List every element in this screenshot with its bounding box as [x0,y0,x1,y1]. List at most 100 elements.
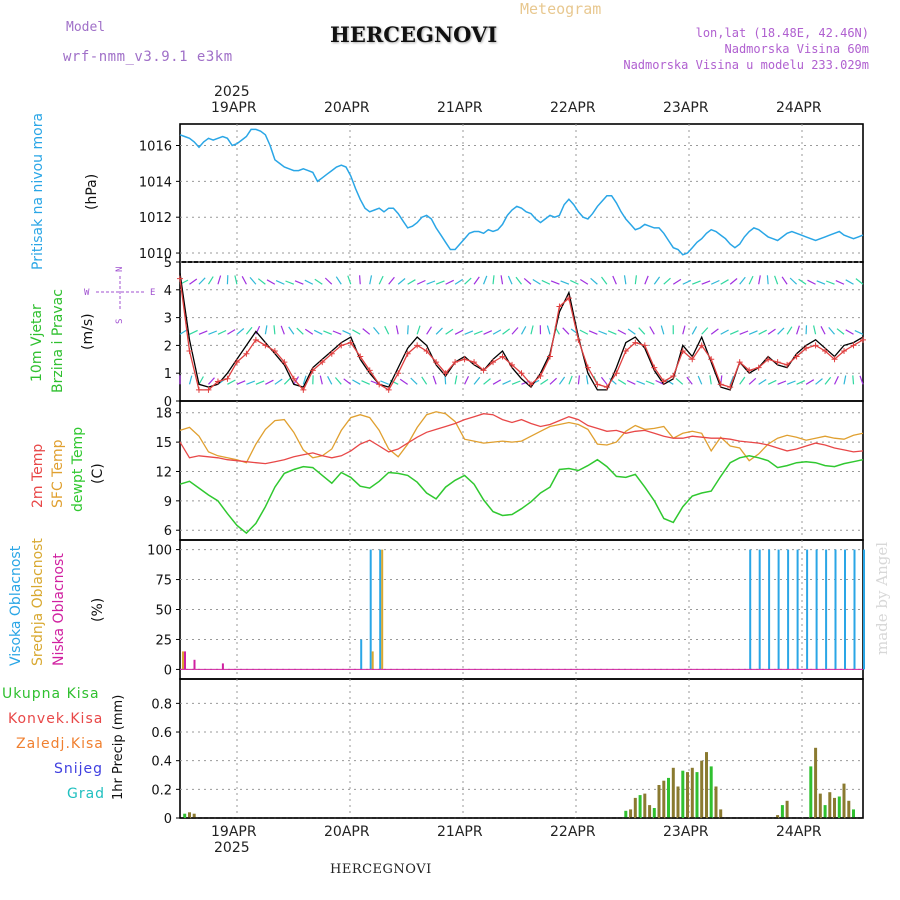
wind-arrow [729,278,738,285]
wind-arrow [335,276,342,285]
wind-arrow [249,277,257,285]
wind-gust-marker [366,367,373,374]
wind-arrow [347,275,352,285]
wind-arrow [598,330,608,335]
wind-arrow [692,280,701,285]
precip-bar [714,786,718,818]
wind-arrow [588,330,598,335]
wind-arrow [845,279,854,285]
precip-bar [633,797,637,818]
wind-arrow [825,280,835,285]
cloud-bar [863,549,865,670]
wind-gust-marker [252,336,259,343]
wind-arrow [729,375,735,385]
wind-arrow [416,325,421,335]
wind-arrow [314,278,323,285]
wind-gust-marker [414,342,421,349]
wind-arrow [189,278,198,285]
wind-arrow [234,275,238,285]
wind-arrow [189,329,198,335]
wind-arrow [236,380,246,385]
y-tick-label: 1010 [139,247,172,262]
precip-bar [695,772,699,818]
precip-bar [183,813,187,818]
wind-arrow [511,327,519,335]
precip-bar [809,766,813,818]
wind-gust-marker [841,347,848,354]
wind-arrow [511,380,521,385]
wind-arrow [600,376,608,385]
precip-bar [780,805,784,818]
wind-arrow [570,279,579,285]
wind-arrow [416,279,426,285]
wind-arrow [265,379,274,385]
wind-arrow [623,275,627,285]
wind-arrow [395,325,399,335]
elevation: Nadmorska Visina 60m [724,42,870,56]
wind-arrow [384,325,390,335]
wind-arrow [502,380,511,385]
cloud-bar [221,663,224,670]
day-label: 24APR [776,100,822,116]
wind-arrow [729,330,739,335]
wind-arrow [266,279,276,285]
wind-arrow [502,328,511,335]
wind-arrow [407,325,409,335]
wind-arrow [546,325,551,335]
wind-arrow [758,329,767,335]
wind-arrow [454,329,464,335]
top-year-label: 2025 [214,84,250,100]
wind-arrow [482,275,488,285]
wind-arrow [294,280,304,285]
wind-arrow [855,278,864,285]
wind-arrow [399,378,409,385]
wind-gust-marker [765,356,772,363]
wind-arrow [617,379,627,385]
y-tick-label: 0.6 [151,726,172,741]
cloud-bar [777,549,780,670]
wind-arrow [697,375,703,385]
wind-arrow [352,329,361,335]
wind-arrow [815,378,823,385]
cloud-bar [853,549,856,670]
wind-arrow [607,330,617,335]
wind-arrow [217,275,222,285]
wind-arrow [208,330,218,335]
y-tick-label: 75 [155,574,172,589]
wind-arrow [645,380,655,385]
wind-arrow [777,380,787,385]
wind-arrow [421,376,428,385]
wind-gust-marker [328,350,335,357]
wind-arrow [323,330,333,335]
day-label: 21APR [437,100,483,116]
wind-arrow [748,330,758,335]
wind-arrow [332,330,342,335]
wind-gust-marker [233,359,240,366]
y-tick-label: 1012 [139,211,172,226]
wind-gust-marker [499,353,506,360]
wind-gust-marker [395,370,402,377]
wind-arrow [445,328,454,335]
wind-arrow [473,330,483,335]
wind-arrow [789,277,798,285]
wind-arrow [293,376,300,385]
wind-gust-marker [195,386,202,393]
wind-arrow [492,275,495,285]
wind-arrow [380,380,389,385]
cloud-bar [379,549,382,670]
precip-bar [638,795,642,818]
wind-arrow [304,279,314,285]
y-tick-label: 3 [164,312,172,327]
cloud-bar [381,549,384,670]
precip-bar [837,796,841,818]
wind-arrow [709,375,712,385]
model-label: Model [66,20,106,35]
y-tick-label: 1016 [139,140,172,155]
wind-arrow [579,278,589,285]
wind-arrow [361,380,370,385]
precip-bar [690,767,694,818]
wind-arrow [774,275,779,285]
wind-gust-marker [670,372,677,379]
cloud-bar [758,549,761,670]
precip-bar [709,766,713,818]
